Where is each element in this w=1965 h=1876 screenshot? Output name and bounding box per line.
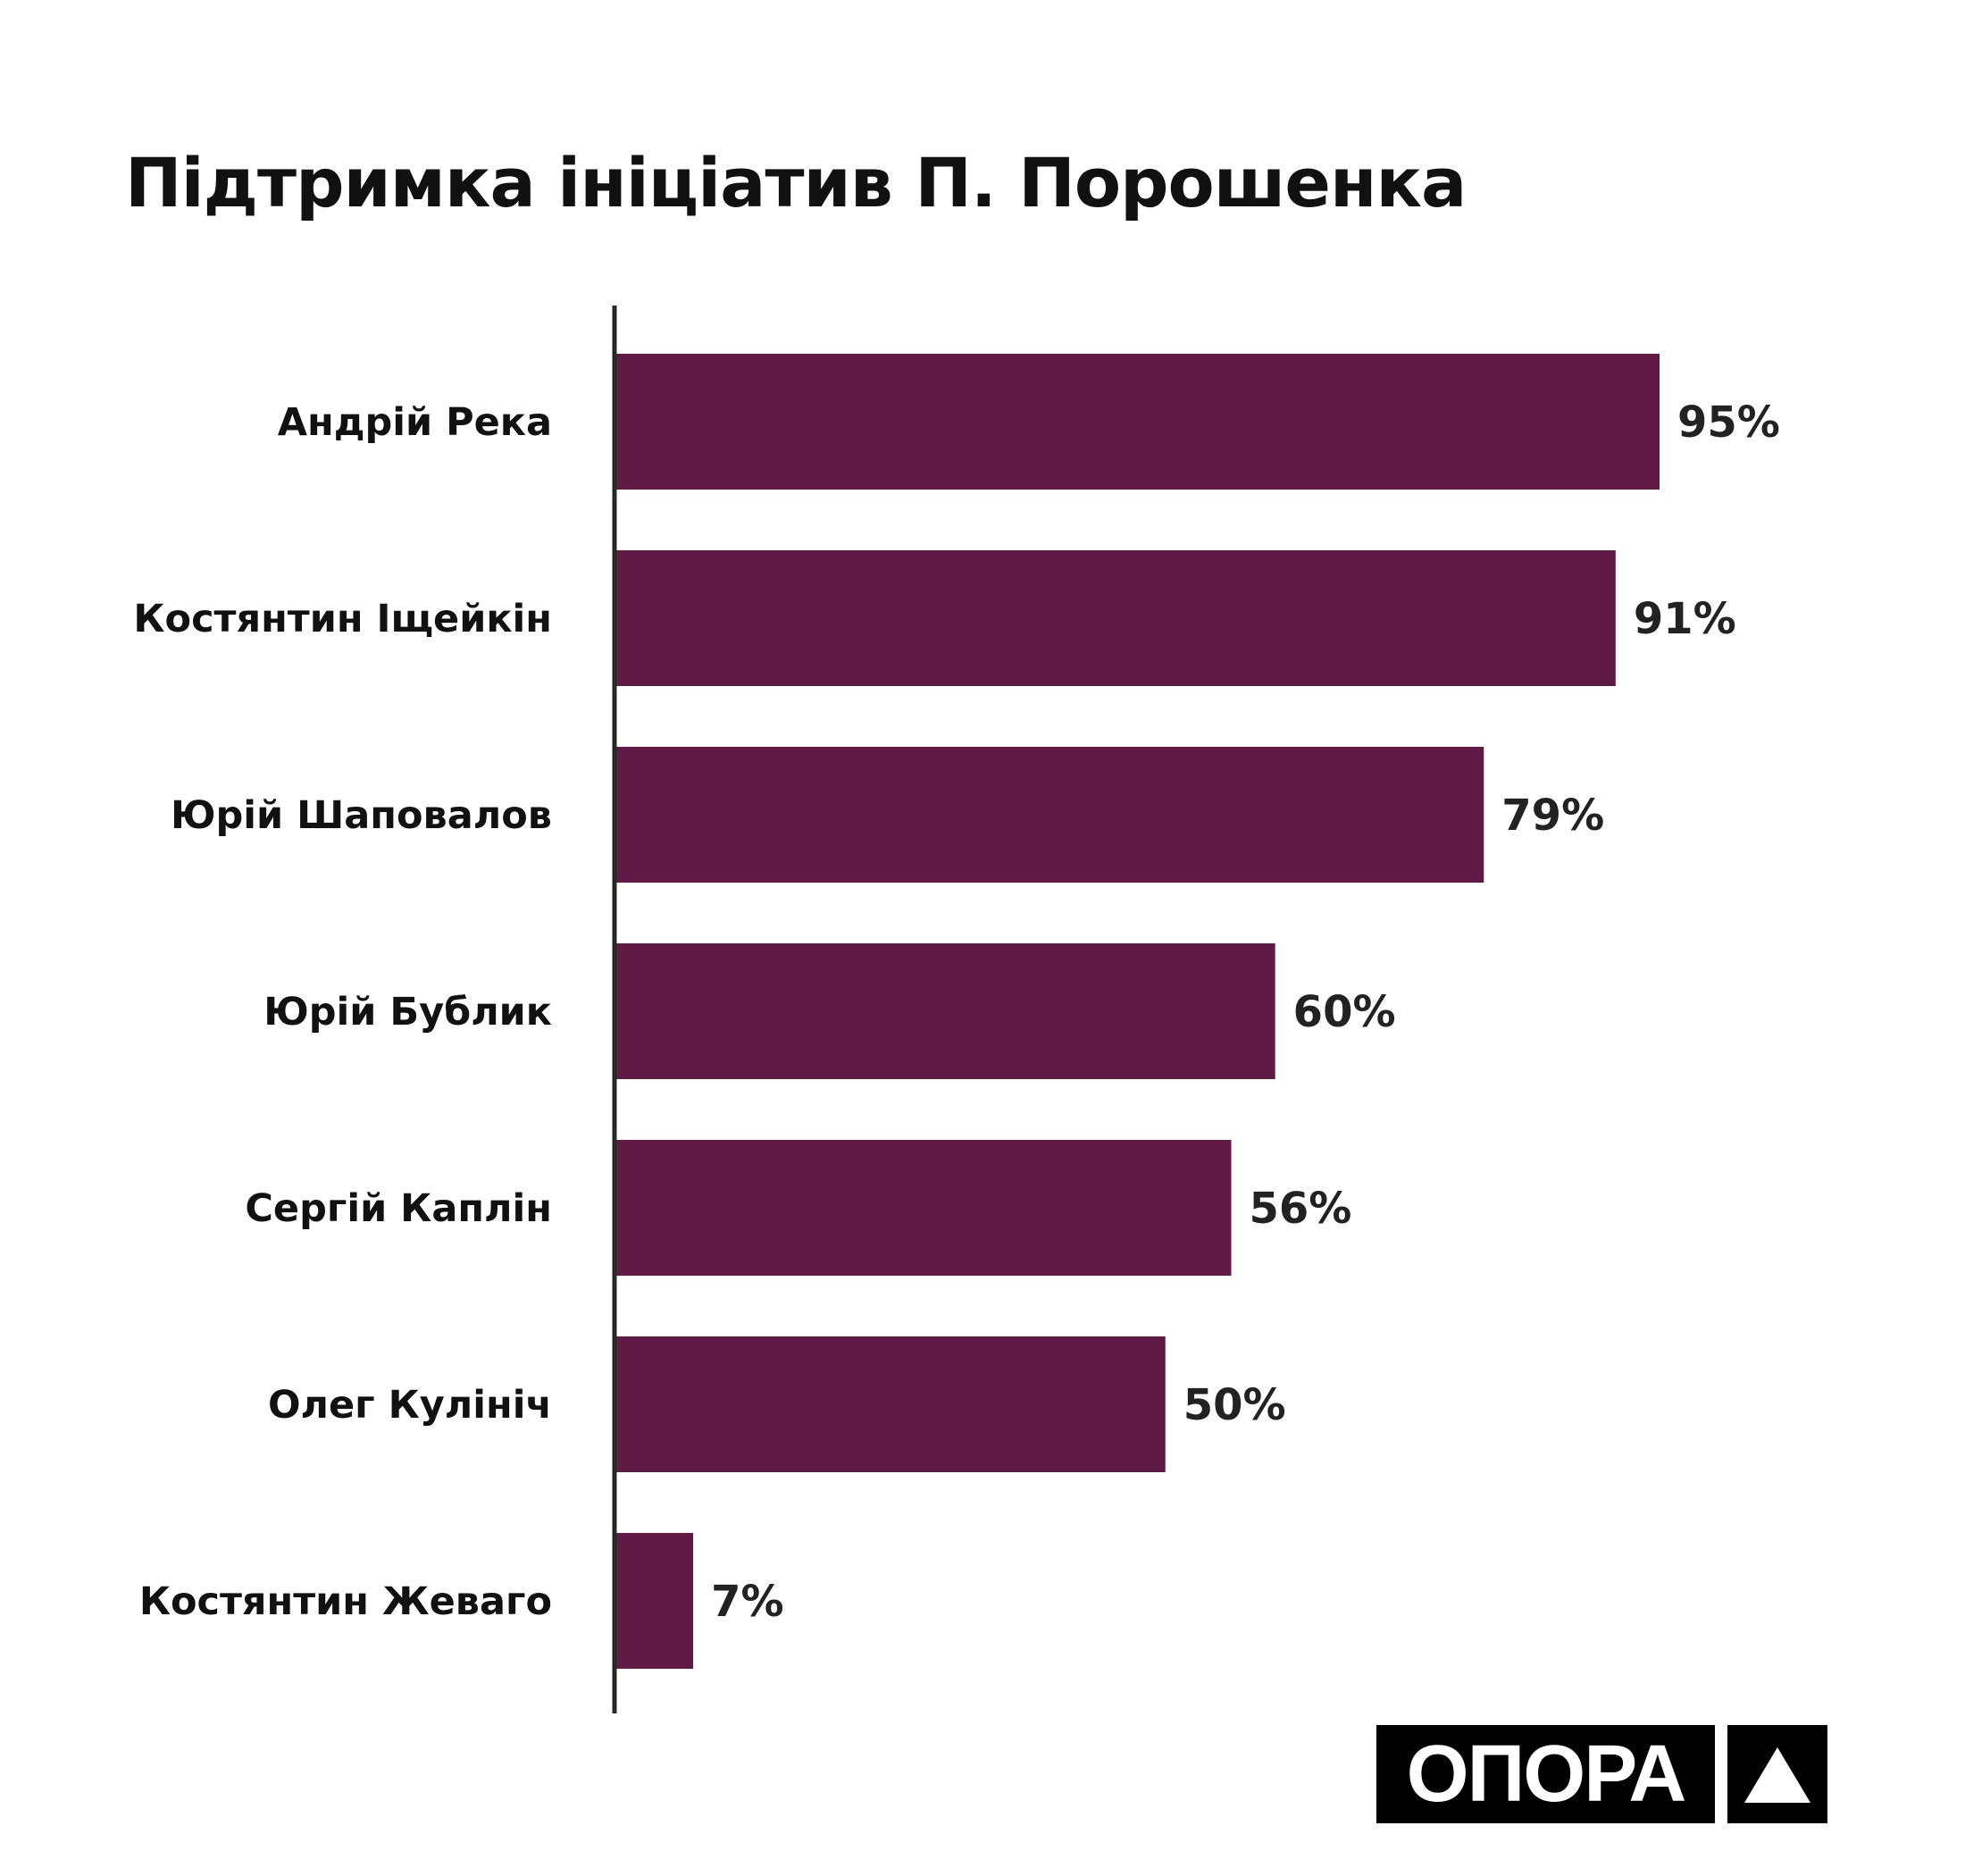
chart-title: Підтримка ініціатив П. Порошенка bbox=[125, 143, 1467, 222]
category-label: Андрій Река bbox=[278, 400, 552, 445]
bar bbox=[616, 1140, 1232, 1276]
bar bbox=[616, 1336, 1166, 1472]
bar bbox=[616, 747, 1484, 883]
category-label: Юрій Бублик bbox=[263, 990, 552, 1034]
value-label: 7% bbox=[711, 1577, 784, 1627]
category-label: Костянтин Жеваго bbox=[139, 1579, 552, 1624]
value-label: 79% bbox=[1501, 791, 1604, 841]
logo-text: ОПОРА bbox=[1376, 1725, 1715, 1823]
value-label: 95% bbox=[1677, 398, 1780, 448]
value-label: 56% bbox=[1250, 1184, 1352, 1234]
bar bbox=[616, 943, 1275, 1079]
category-label: Сергій Каплін bbox=[245, 1186, 552, 1231]
category-label: Олег Кулініч bbox=[268, 1383, 552, 1428]
triangle-icon bbox=[1727, 1725, 1827, 1823]
value-label: 91% bbox=[1634, 594, 1736, 644]
value-label: 50% bbox=[1183, 1380, 1286, 1430]
value-label: 60% bbox=[1293, 987, 1396, 1037]
category-label: Костянтин Іщейкін bbox=[133, 597, 552, 641]
category-label: Юрій Шаповалов bbox=[171, 793, 552, 838]
bar bbox=[616, 550, 1616, 686]
bar bbox=[616, 354, 1660, 490]
bar bbox=[616, 1533, 694, 1669]
